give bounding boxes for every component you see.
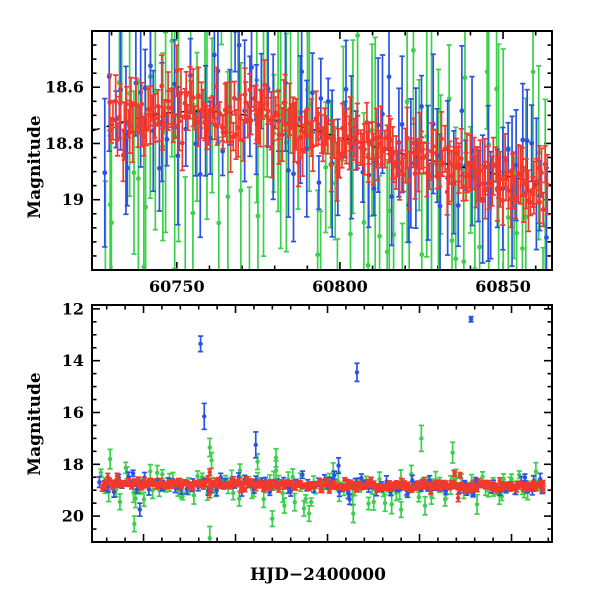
y-tick-label: 19 xyxy=(62,190,84,209)
y-tick-label: 12 xyxy=(62,300,84,318)
x-axis-label: HJD−2400000 xyxy=(250,565,386,585)
x-tick-label: 60800 xyxy=(312,277,368,296)
top-y-axis-label: Magnitude xyxy=(25,115,45,219)
bottom-y-axis-label: Magnitude xyxy=(25,372,45,476)
y-tick-label: 18 xyxy=(62,455,84,474)
y-tick-label: 14 xyxy=(62,351,84,370)
y-tick-label: 18.8 xyxy=(45,134,84,153)
axis-ticks xyxy=(92,305,552,542)
panel-frame xyxy=(91,304,553,543)
bottom-panel-chart: 60750608006085060900609501214161820 xyxy=(62,300,553,543)
x-tick-label: 60750 xyxy=(149,277,205,296)
series-red-points xyxy=(99,468,546,503)
series-red-points xyxy=(107,44,550,233)
y-tick-label: 16 xyxy=(62,403,84,422)
y-tick-label: 20 xyxy=(62,507,84,526)
x-tick-label: 60850 xyxy=(475,277,531,296)
panel-frame xyxy=(91,30,553,271)
top-panel-chart: 60750 60800 60850 18.6 18.8 19 xyxy=(45,30,553,296)
y-tick-label: 18.6 xyxy=(45,78,84,97)
